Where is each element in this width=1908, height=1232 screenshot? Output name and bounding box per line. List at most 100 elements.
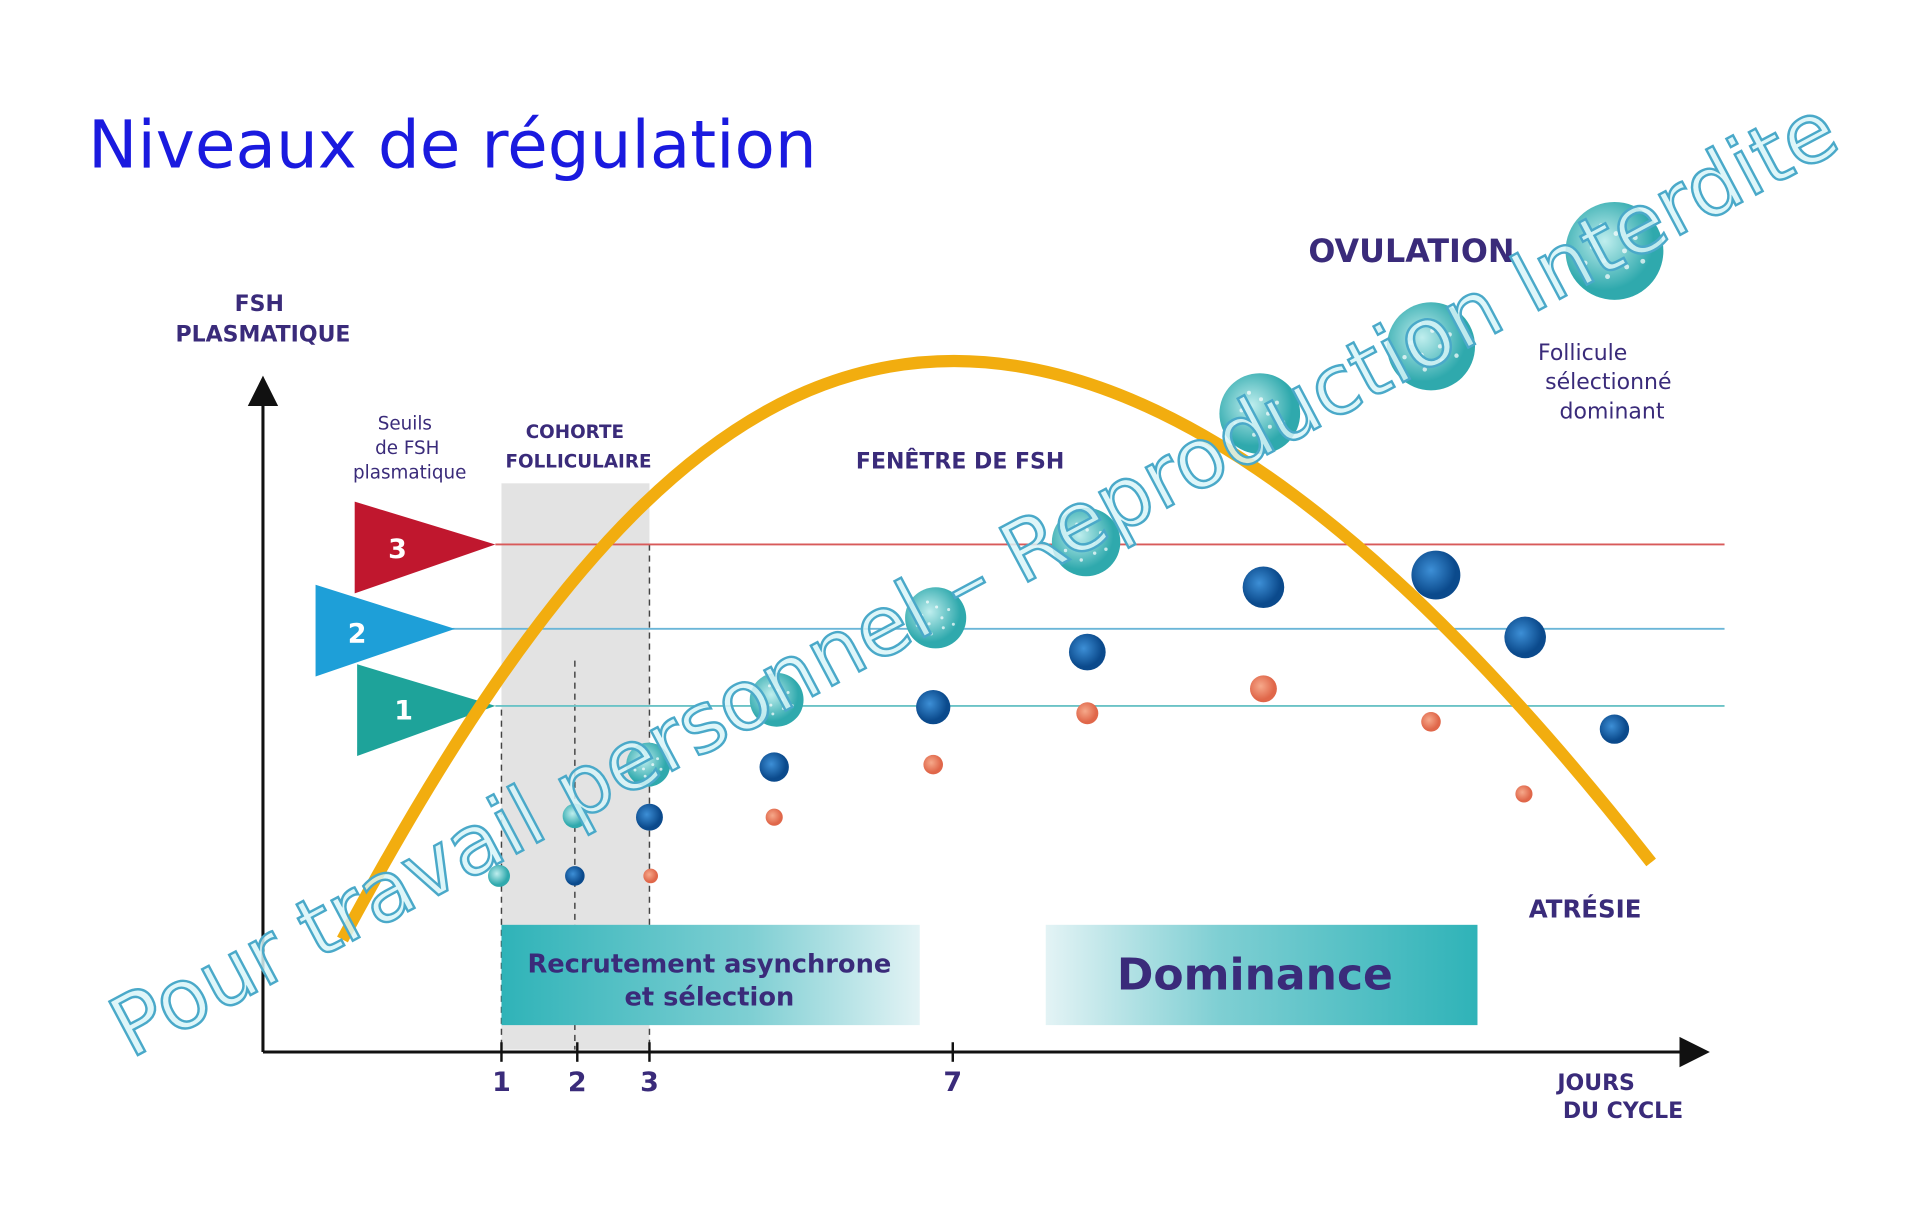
follicle-dot bbox=[640, 751, 644, 755]
follicle-dot bbox=[651, 763, 655, 767]
follicle-dot bbox=[1439, 358, 1445, 363]
follicle-dot bbox=[1239, 408, 1244, 413]
follicle bbox=[1599, 714, 1630, 744]
follicle-dot bbox=[1281, 420, 1286, 425]
follicle-dot bbox=[1077, 547, 1081, 551]
follicle-dot bbox=[1249, 419, 1254, 424]
follicle-dot bbox=[771, 712, 775, 716]
flag-1 bbox=[357, 664, 496, 757]
threshold-number: 1 bbox=[394, 695, 413, 726]
recruitment-box bbox=[501, 924, 920, 1026]
follicle bbox=[923, 754, 943, 775]
follicle bbox=[626, 742, 671, 787]
follicle-dot bbox=[1454, 353, 1459, 358]
follicle-dot bbox=[1267, 424, 1272, 429]
follicle-dot bbox=[947, 608, 951, 612]
follicle-dot bbox=[1437, 344, 1443, 349]
follicle-dot bbox=[1063, 548, 1068, 553]
follicle-dot bbox=[940, 616, 944, 620]
follicle-dot bbox=[925, 600, 929, 604]
follicle-dot bbox=[929, 632, 933, 636]
follicle bbox=[1051, 507, 1121, 577]
follicle bbox=[765, 808, 783, 826]
x-tick-label: 7 bbox=[943, 1067, 962, 1098]
follicle-dot bbox=[659, 767, 663, 771]
follicle-dot bbox=[1419, 352, 1424, 358]
threshold-numbers: 3 2 1 bbox=[348, 534, 413, 726]
follicles bbox=[488, 201, 1664, 887]
threshold-number: 2 bbox=[348, 618, 367, 649]
follicle-dot bbox=[790, 704, 794, 707]
x-ticks bbox=[500, 1042, 955, 1062]
ovulation-label: OVULATION bbox=[1308, 233, 1514, 270]
follicle-dot bbox=[633, 768, 637, 772]
x-tick-label: 3 bbox=[640, 1067, 659, 1098]
x-axis-label: JOURS bbox=[1555, 1071, 1635, 1096]
follicle-dot bbox=[1632, 235, 1638, 241]
follicle-dot bbox=[1408, 340, 1414, 345]
follicle-dot bbox=[1092, 551, 1097, 555]
threshold-title: plasmatique bbox=[353, 462, 466, 483]
follicle-dot bbox=[776, 688, 779, 692]
follicle bbox=[1076, 702, 1099, 725]
follicle bbox=[636, 803, 663, 831]
flag-2 bbox=[315, 584, 455, 677]
follicle bbox=[1565, 201, 1664, 300]
follicle-dot bbox=[1246, 390, 1251, 395]
follicle-dot bbox=[1091, 540, 1095, 544]
follicle bbox=[1386, 302, 1476, 391]
follicle-dot bbox=[915, 623, 919, 627]
follicle-dot bbox=[935, 605, 939, 609]
follicle bbox=[1068, 633, 1106, 671]
follicle-dot bbox=[1259, 397, 1264, 402]
follicle-dot bbox=[1417, 321, 1422, 326]
follicle-dot bbox=[1098, 531, 1103, 535]
flag-3 bbox=[354, 501, 496, 594]
follicle bbox=[1421, 712, 1441, 732]
follicle-dot bbox=[1068, 537, 1073, 541]
follicle bbox=[759, 752, 789, 782]
follicle-dot bbox=[1252, 432, 1257, 437]
box-label: Recrutement asynchrone bbox=[528, 950, 892, 980]
follicle-dot bbox=[927, 622, 931, 626]
dominant-label: Follicule bbox=[1538, 341, 1627, 366]
follicle-dot bbox=[1422, 367, 1427, 372]
cohort-label: COHORTE bbox=[526, 422, 624, 443]
follicle bbox=[1411, 550, 1461, 600]
follicle-dot bbox=[1589, 244, 1595, 250]
follicle-dot bbox=[652, 770, 656, 774]
follicle-dot bbox=[1447, 332, 1452, 337]
follicle bbox=[562, 803, 588, 829]
x-axis-label: DU CYCLE bbox=[1563, 1099, 1683, 1124]
follicle bbox=[643, 868, 659, 884]
threshold-number: 3 bbox=[388, 534, 407, 565]
follicle-dot bbox=[786, 691, 790, 694]
x-tick-label: 2 bbox=[568, 1067, 587, 1098]
y-axis-label: FSH bbox=[235, 292, 284, 317]
title: Niveaux de régulation bbox=[88, 107, 817, 184]
follicle-dot bbox=[769, 703, 773, 707]
follicle-dot bbox=[636, 761, 640, 765]
follicle bbox=[1504, 616, 1546, 659]
follicle bbox=[1219, 373, 1301, 454]
follicle-dot bbox=[1605, 274, 1610, 280]
follicle-dot bbox=[941, 626, 945, 630]
follicle-dot bbox=[656, 757, 660, 761]
box-label: et sélection bbox=[625, 983, 795, 1013]
atresia-label: ATRÉSIE bbox=[1529, 894, 1642, 923]
threshold-title: de FSH bbox=[375, 438, 439, 459]
follicle bbox=[1515, 785, 1533, 803]
follicle-dot bbox=[1622, 248, 1627, 254]
follicle-dot bbox=[767, 684, 771, 688]
follicle-dot bbox=[642, 767, 645, 771]
box-label: Dominance bbox=[1117, 950, 1393, 1001]
follicle-dot bbox=[780, 698, 784, 702]
follicle-dot bbox=[1582, 260, 1588, 266]
follicle-dot bbox=[1233, 421, 1238, 426]
follicle-dot bbox=[1640, 258, 1646, 264]
follicle-dot bbox=[951, 622, 955, 626]
follicle-dot bbox=[1075, 522, 1079, 527]
follicle-dot bbox=[1430, 328, 1435, 333]
follicle-dot bbox=[1598, 223, 1604, 229]
